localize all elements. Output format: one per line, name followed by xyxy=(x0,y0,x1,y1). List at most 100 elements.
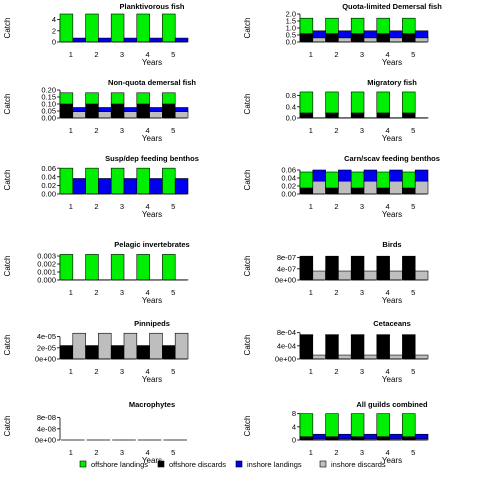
bar-offshore-discards xyxy=(299,187,314,195)
x-tick-label: 2 xyxy=(94,126,98,135)
y-tick-label: 0.00 xyxy=(281,190,296,199)
bar-offshore-discards xyxy=(325,187,339,195)
bar-offshore-landings xyxy=(59,254,74,281)
y-tick-label: 0.02 xyxy=(41,181,56,190)
bar-offshore-landings xyxy=(162,13,176,43)
bar-offshore-discards xyxy=(299,112,314,119)
bar-offshore-landings xyxy=(402,171,416,189)
panel-title: Non-quota demersal fish xyxy=(108,78,196,87)
bar-inshore-landings xyxy=(363,433,378,440)
x-tick-label: 2 xyxy=(94,50,98,59)
bar-offshore-discards xyxy=(376,334,390,360)
y-tick-label: 0.06 xyxy=(281,166,296,175)
y-tick-label: 0 xyxy=(292,436,296,445)
y-tick-label: 4e-08 xyxy=(37,424,56,433)
bar-inshore-landings xyxy=(149,37,163,43)
bar-inshore-discards xyxy=(72,332,86,360)
x-tick-label: 3 xyxy=(120,126,124,135)
y-tick-label: 0.000 xyxy=(37,276,56,285)
y-tick-label: 0.10 xyxy=(41,100,56,109)
bar-inshore-discards xyxy=(363,354,378,360)
y-axis-title: Catch xyxy=(3,94,12,115)
panel-title: Susp/dep feeding benthos xyxy=(105,154,199,163)
x-tick-label: 4 xyxy=(386,126,390,135)
y-tick-label: 0.05 xyxy=(41,107,56,116)
x-axis-title: Years xyxy=(142,375,162,384)
bar-offshore-discards xyxy=(402,255,416,281)
x-tick-label: 5 xyxy=(411,126,415,135)
bar-inshore-discards xyxy=(414,354,429,360)
bar-offshore-landings xyxy=(59,167,74,195)
bar-offshore-landings xyxy=(402,17,416,34)
x-tick-label: 1 xyxy=(309,126,313,135)
bar-offshore-landings xyxy=(110,254,125,281)
bar-offshore-landings xyxy=(402,334,416,336)
bar-inshore-landings xyxy=(312,169,326,182)
x-tick-label: 2 xyxy=(334,126,338,135)
bar-inshore-landings xyxy=(414,30,429,39)
bar-inshore-discards xyxy=(338,354,352,360)
x-tick-label: 5 xyxy=(171,202,175,211)
bar-offshore-landings xyxy=(402,91,416,114)
panel-title: Carn/scav feeding benthos xyxy=(344,154,440,163)
x-axis-title: Years xyxy=(382,134,402,143)
bar-inshore-discards xyxy=(389,180,403,195)
x-tick-label: 3 xyxy=(120,367,124,376)
panel-title: Planktivorous fish xyxy=(119,2,184,11)
bar-inshore-discards xyxy=(389,354,403,360)
x-tick-label: 2 xyxy=(334,367,338,376)
bar-offshore-landings xyxy=(59,13,74,43)
bar-inshore-discards xyxy=(363,37,378,43)
y-axis-title: Catch xyxy=(243,170,252,191)
y-axis-title: Catch xyxy=(3,256,12,277)
legend: offshore landings offshore discards inshor… xyxy=(79,460,386,469)
bar-offshore-discards xyxy=(325,436,339,441)
bar-offshore-landings xyxy=(162,92,176,105)
x-tick-label: 1 xyxy=(69,50,73,59)
panel-9: Cetaceans 0e+00 4e-04 8e-04 Catch 1 2 3 4 5 Years xyxy=(243,319,429,384)
y-tick-label: 0.20 xyxy=(41,86,56,95)
bar-offshore-landings xyxy=(376,413,390,438)
x-tick-label: 3 xyxy=(360,50,364,59)
bar-offshore-landings xyxy=(350,17,365,34)
legend-label: offshore discards xyxy=(169,460,226,469)
y-axis-title: Catch xyxy=(243,18,252,39)
bar-inshore-discards xyxy=(414,270,429,281)
panel-10: Macrophytes 0e+00 4e-08 8e-08 Catch 1 2 3 4 5 Year… xyxy=(3,400,187,465)
y-tick-label: 0.15 xyxy=(41,93,56,102)
x-axis-title: Years xyxy=(382,296,402,305)
legend-label: offshore landings xyxy=(91,460,148,469)
panel-3: Migratory fish 0.0 0.4 0.8 Catch 1 2 3 4 5 Years xyxy=(243,78,429,143)
panel-title: Pelagic invertebrates xyxy=(114,240,189,249)
bar-inshore-landings xyxy=(174,107,189,112)
x-tick-label: 1 xyxy=(69,367,73,376)
x-tick-label: 4 xyxy=(146,448,150,457)
x-tick-label: 5 xyxy=(171,50,175,59)
bar-inshore-landings xyxy=(98,178,112,195)
x-tick-label: 1 xyxy=(309,288,313,297)
bar-inshore-landings xyxy=(389,169,403,182)
bar-inshore-landings xyxy=(389,30,403,39)
bar-offshore-discards xyxy=(350,33,365,43)
legend-swatch xyxy=(157,460,165,468)
bar-offshore-landings xyxy=(402,413,416,438)
bar-offshore-discards xyxy=(350,187,365,195)
x-tick-label: 2 xyxy=(94,448,98,457)
bar-offshore-discards xyxy=(376,187,390,195)
y-axis-title: Catch xyxy=(243,335,252,356)
bar-inshore-landings xyxy=(312,30,326,39)
x-tick-label: 2 xyxy=(94,367,98,376)
bar-offshore-discards xyxy=(402,33,416,43)
bar-offshore-landings xyxy=(136,167,150,195)
bar-inshore-discards xyxy=(338,180,352,195)
y-tick-label: 4e-04 xyxy=(277,341,296,350)
panel-title: Cetaceans xyxy=(373,319,411,328)
y-tick-label: 0.00 xyxy=(41,114,56,123)
bar-offshore-discards xyxy=(299,33,314,43)
y-tick-label: 0.06 xyxy=(41,164,56,173)
x-tick-label: 2 xyxy=(334,202,338,211)
panel-title: Birds xyxy=(382,240,401,249)
y-tick-label: 2 xyxy=(52,26,56,35)
bar-offshore-discards xyxy=(136,103,150,119)
y-tick-label: 0.04 xyxy=(41,172,56,181)
